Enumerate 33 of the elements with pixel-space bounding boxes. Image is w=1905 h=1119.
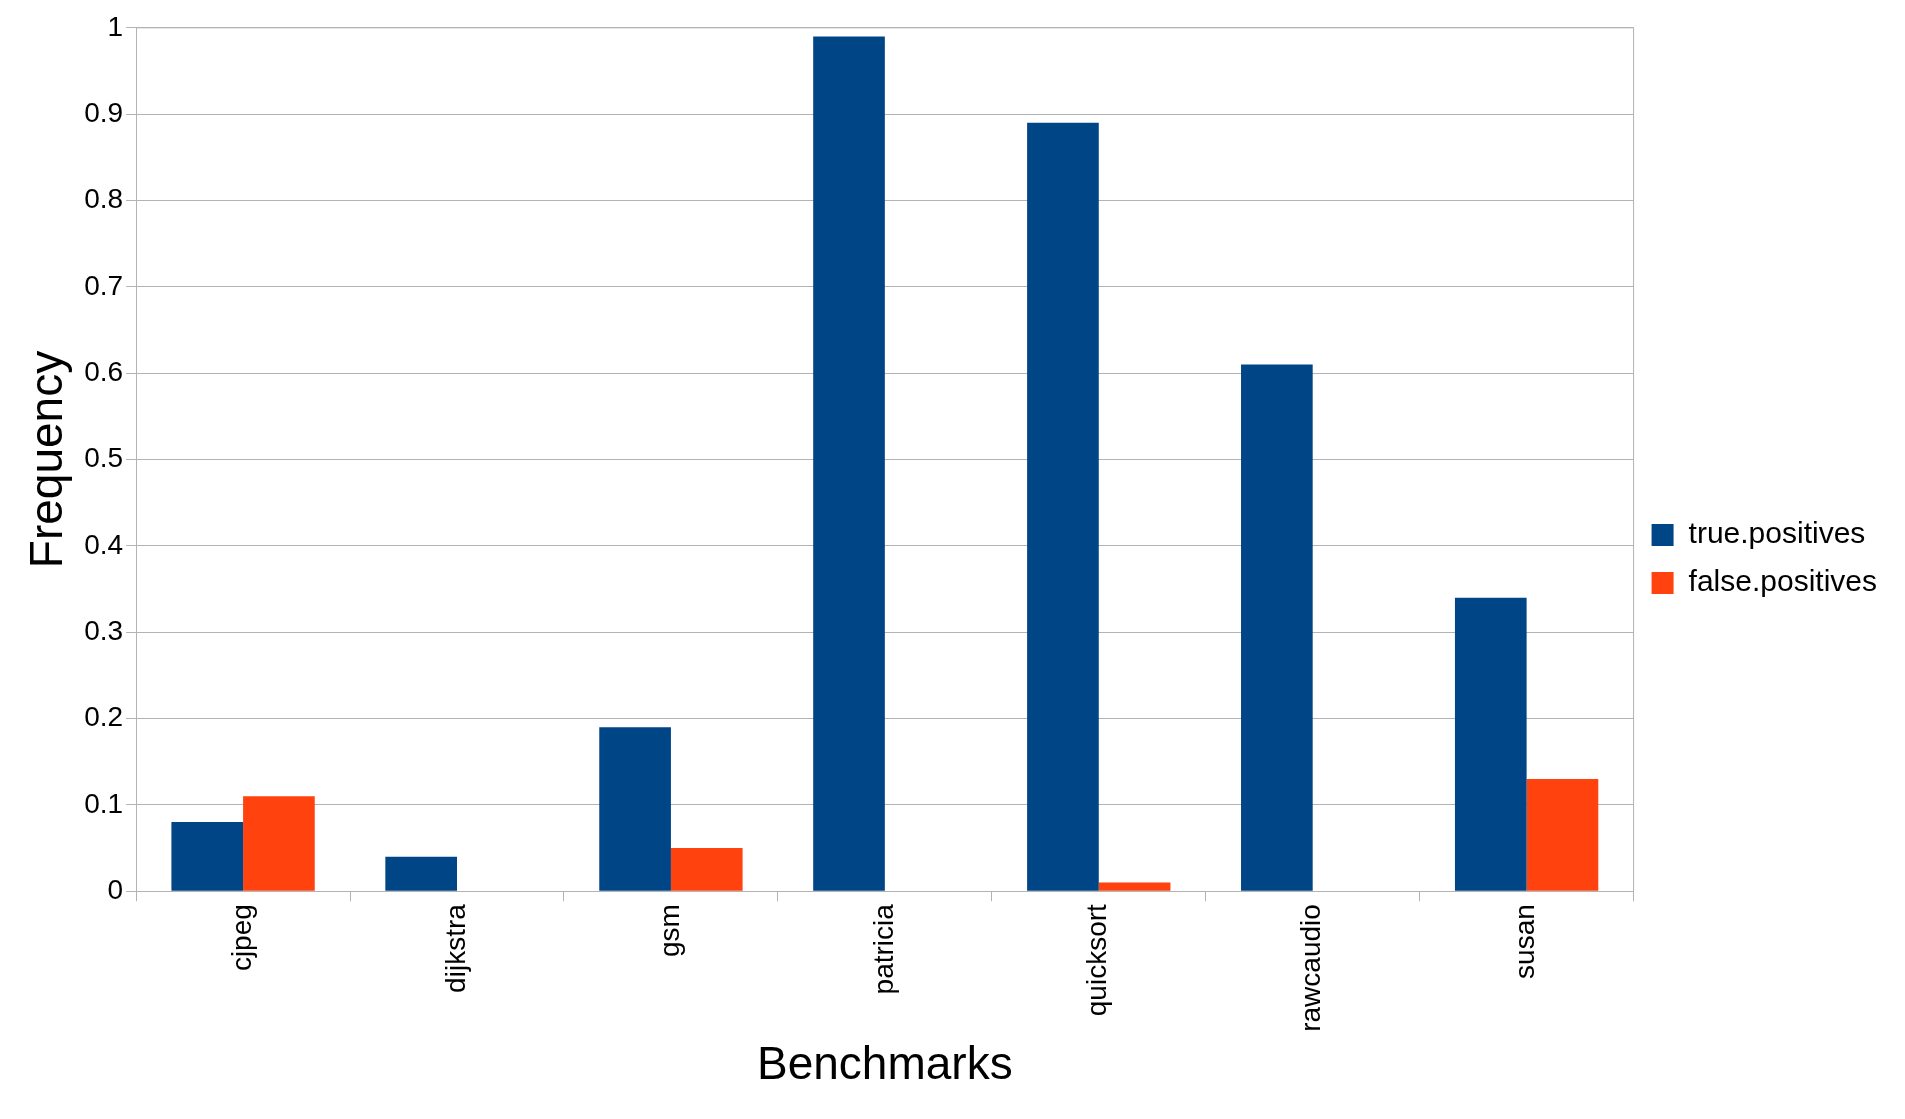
x-tick-label: susan [1509,904,1541,979]
bar [1454,597,1527,891]
bar [171,822,244,891]
y-tick-label: 0.8 [84,183,124,215]
bar [1526,778,1599,891]
y-tick-label: 0.9 [84,96,124,128]
x-tick-label: cjpeg [225,904,257,972]
y-tick-label: 0.7 [84,269,124,301]
y-tick-label: 0.3 [84,614,124,646]
x-tick-label: patricia [867,903,899,995]
legend-label: false.positives [1688,564,1878,598]
bar [1098,882,1171,891]
bar [813,36,885,891]
x-tick-label: gsm [653,904,685,958]
bar [1241,364,1313,891]
y-tick-label: 1 [107,10,124,42]
bar [1027,122,1099,891]
bar [243,796,315,891]
bar [599,727,671,891]
y-tick-label: 0.4 [84,528,124,560]
x-tick-label: dijkstra [439,903,471,993]
x-tick-label: quicksort [1081,903,1113,1017]
y-tick-label: 0.6 [84,355,124,387]
y-axis-title: Frequency [20,350,73,569]
y-tick-label: 0.1 [84,787,124,819]
legend-label: true.positives [1688,516,1866,550]
y-tick-label: 0 [107,873,124,905]
y-tick-label: 0.2 [84,701,124,733]
y-tick-label: 0.5 [84,442,124,474]
x-axis-title: Benchmarks [757,1037,1013,1090]
x-tick-label: rawcaudio [1295,904,1327,1032]
bar [385,856,458,891]
bar [670,848,743,891]
